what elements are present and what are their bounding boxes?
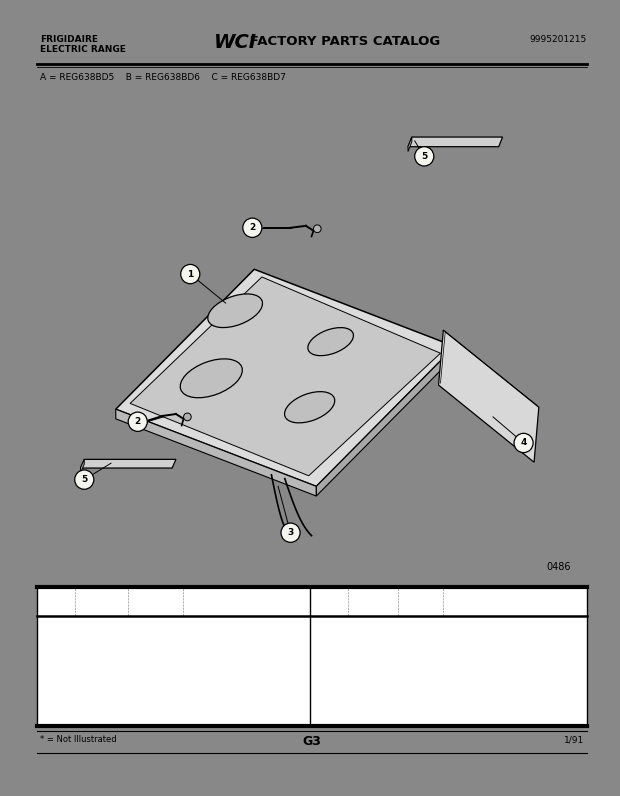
Circle shape (75, 470, 94, 490)
Text: G3: G3 (302, 736, 321, 748)
Text: A = REG638BD5    B = REG638BD6    C = REG638BD7: A = REG638BD5 B = REG638BD6 C = REG638BD… (40, 73, 286, 82)
Polygon shape (81, 459, 176, 468)
Text: 08087704: 08087704 (350, 646, 389, 656)
Text: REF.
NO.: REF. NO. (43, 590, 60, 603)
Text: Bracket-hng-RH: Bracket-hng-RH (185, 660, 245, 669)
Text: Top supt rod (2): Top supt rod (2) (445, 621, 505, 630)
Text: ABC: ABC (130, 660, 146, 669)
Text: 9995201215: 9995201215 (529, 35, 587, 44)
Circle shape (184, 413, 191, 421)
Text: Bracket-hng-LH: Bracket-hng-LH (185, 646, 244, 656)
Text: ABC: ABC (130, 621, 146, 630)
Text: 3051355: 3051355 (350, 660, 384, 669)
Text: Main top-white: Main top-white (185, 621, 242, 630)
Text: 4: 4 (321, 634, 326, 642)
Text: 5303013511: 5303013511 (77, 621, 125, 630)
Text: 1: 1 (46, 621, 51, 630)
Circle shape (180, 264, 200, 283)
Text: 3013818: 3013818 (350, 621, 383, 630)
Text: * = Not Illustrated: * = Not Illustrated (40, 736, 117, 744)
Text: Trim-main top-RH: Trim-main top-RH (445, 660, 513, 669)
Ellipse shape (285, 392, 335, 423)
Text: 3: 3 (288, 529, 294, 537)
Text: 2: 2 (135, 417, 141, 426)
Polygon shape (81, 459, 84, 473)
Text: ABC: ABC (130, 634, 146, 642)
Ellipse shape (308, 328, 353, 356)
Text: 2: 2 (46, 646, 51, 656)
Text: DESCRIPTION
OF PARTS: DESCRIPTION OF PARTS (445, 590, 500, 603)
Polygon shape (408, 137, 412, 151)
Text: 5: 5 (81, 475, 87, 484)
Text: PART
NO.: PART NO. (350, 590, 370, 603)
Polygon shape (316, 346, 455, 496)
Text: Main top almd: Main top almd (185, 634, 240, 642)
Text: MODEL
CODES: MODEL CODES (130, 590, 159, 603)
Text: 2: 2 (249, 223, 255, 232)
Text: 4: 4 (520, 439, 527, 447)
Text: FRIGIDAIRE
ELECTRIC RANGE: FRIGIDAIRE ELECTRIC RANGE (40, 35, 126, 54)
Text: DESCRIPTION
OF PARTS: DESCRIPTION OF PARTS (185, 590, 239, 603)
Text: 1/91: 1/91 (564, 736, 583, 744)
Bar (37, 587, 587, 726)
Text: ABC: ABC (399, 634, 415, 642)
Text: ABC: ABC (399, 646, 415, 656)
Text: 1: 1 (187, 270, 193, 279)
Text: 5: 5 (321, 646, 326, 656)
Circle shape (415, 146, 434, 166)
Text: 08087748: 08087748 (77, 646, 115, 656)
Circle shape (281, 523, 300, 542)
Polygon shape (438, 330, 539, 462)
Text: MODEL
CODES: MODEL CODES (399, 590, 428, 603)
Text: 5: 5 (421, 152, 427, 161)
Polygon shape (116, 269, 455, 486)
Text: ABC: ABC (130, 646, 146, 656)
Text: 08087747: 08087747 (77, 660, 115, 669)
Text: Panel-manifold: Panel-manifold (445, 634, 502, 642)
Text: 0486: 0486 (547, 562, 571, 572)
Ellipse shape (180, 359, 242, 398)
Text: WCI: WCI (214, 33, 257, 52)
Polygon shape (408, 137, 503, 146)
Circle shape (314, 224, 321, 232)
Text: FACTORY PARTS CATALOG: FACTORY PARTS CATALOG (245, 35, 440, 48)
Text: REF.
NO.: REF. NO. (317, 590, 334, 603)
Circle shape (128, 412, 148, 431)
Circle shape (243, 218, 262, 237)
Polygon shape (116, 409, 316, 496)
Text: PART
NO.: PART NO. (77, 590, 97, 603)
Text: 3: 3 (321, 621, 326, 630)
Polygon shape (130, 277, 440, 476)
Text: ABC: ABC (399, 621, 415, 630)
Text: ABC: ABC (399, 660, 415, 669)
Circle shape (514, 433, 533, 453)
Text: Trim-main top-LH: Trim-main top-LH (445, 646, 511, 656)
Text: 08087782: 08087782 (350, 634, 388, 642)
Ellipse shape (208, 294, 262, 328)
Text: 3013512: 3013512 (77, 634, 110, 642)
